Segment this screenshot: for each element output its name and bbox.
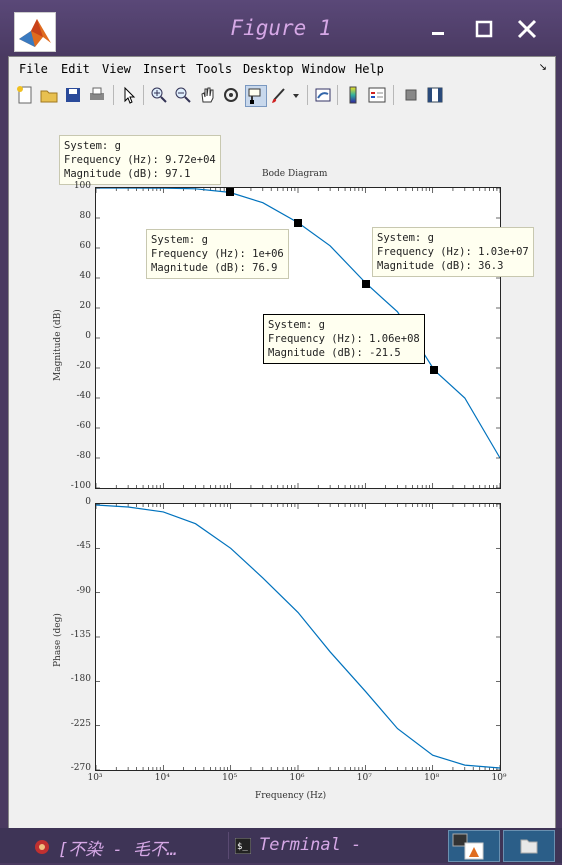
window-titlebar[interactable]: Figure 1 — [0, 0, 562, 56]
menu-view[interactable]: View — [102, 62, 131, 76]
magnitude-ytick-label: 100 — [73, 181, 91, 191]
taskbar-item-browser[interactable]: [不染 - 毛不… — [30, 832, 225, 860]
magnitude-curve — [96, 188, 500, 459]
svg-text:$_: $_ — [237, 842, 248, 852]
frequency-xlabel: Frequency (Hz) — [255, 791, 327, 801]
magnitude-ytick-label: -60 — [76, 421, 92, 431]
workspace-switcher[interactable] — [448, 830, 500, 862]
new-figure-icon[interactable] — [15, 85, 35, 105]
save-icon[interactable] — [63, 85, 83, 105]
taskbar-item-terminal-label: Terminal - — [259, 835, 362, 855]
show-plot-tools-icon[interactable] — [425, 85, 445, 105]
menu-bar: File Edit View Insert Tools Desktop Wind… — [9, 57, 555, 81]
magnitude-ytick-label: -80 — [76, 451, 92, 461]
frequency-xtick-label: 10⁵ — [222, 773, 238, 783]
phase-axes[interactable] — [95, 503, 501, 771]
datatip-marker-2[interactable] — [294, 218, 302, 227]
menu-edit[interactable]: Edit — [61, 62, 90, 76]
legend-icon[interactable] — [367, 85, 387, 105]
magnitude-ytick-label: 20 — [79, 301, 91, 311]
frequency-xtick-label: 10³ — [87, 773, 103, 783]
open-file-icon[interactable] — [39, 85, 59, 105]
datatip-3[interactable]: System: g Frequency (Hz): 1.03e+07 Magni… — [372, 227, 534, 277]
frequency-xtick-label: 10⁸ — [424, 773, 440, 783]
phase-ylabel: Phase (deg) — [53, 613, 63, 667]
frequency-xtick-label: 10⁹ — [491, 773, 507, 783]
datatip-2[interactable]: System: g Frequency (Hz): 1e+06 Magnitud… — [146, 229, 289, 279]
datatip-1[interactable]: System: g Frequency (Hz): 9.72e+04 Magni… — [59, 135, 221, 185]
maximize-button[interactable] — [469, 14, 499, 44]
magnitude-ytick-label: -20 — [76, 361, 92, 371]
link-plot-icon[interactable] — [313, 85, 333, 105]
phase-plot-svg — [96, 504, 500, 770]
magnitude-ytick-label: 0 — [85, 331, 91, 341]
datatip-marker-3[interactable] — [362, 279, 371, 288]
menu-help[interactable]: Help — [355, 62, 384, 76]
taskbar-item-terminal[interactable]: $_ Terminal - — [228, 832, 427, 859]
phase-ytick-label: 0 — [85, 497, 91, 507]
close-button[interactable] — [512, 14, 542, 44]
window-title: Figure 1 — [230, 16, 332, 40]
figure-toolbar — [9, 81, 555, 110]
menu-desktop[interactable]: Desktop — [243, 62, 294, 76]
file-manager-icon[interactable] — [503, 830, 555, 862]
rotate-icon[interactable] — [221, 85, 241, 105]
menu-window[interactable]: Window — [302, 62, 346, 76]
hide-plot-tools-icon[interactable] — [401, 85, 421, 105]
data-cursor-icon[interactable] — [245, 85, 267, 107]
pointer-icon[interactable] — [119, 85, 139, 105]
menu-insert[interactable]: Insert — [143, 62, 187, 76]
brush-icon[interactable] — [269, 85, 289, 105]
menu-dock-arrow-icon[interactable]: ↘ — [538, 62, 547, 73]
magnitude-ytick-label: 40 — [79, 271, 91, 281]
magnitude-ytick-label: -100 — [70, 481, 91, 491]
taskbar: [不染 - 毛不… $_ Terminal - — [0, 828, 562, 863]
menu-tools[interactable]: Tools — [196, 62, 233, 76]
zoom-out-icon[interactable] — [173, 85, 193, 105]
colorbar-icon[interactable] — [343, 85, 363, 105]
magnitude-ytick-label: 80 — [79, 211, 91, 221]
datatip-marker-1[interactable] — [225, 188, 234, 197]
brush-dropdown-icon[interactable] — [291, 85, 301, 105]
phase-ytick-label: -270 — [70, 763, 91, 773]
frequency-xtick-label: 10⁷ — [356, 773, 372, 783]
phase-ytick-label: -180 — [70, 674, 91, 685]
phase-ytick-label: -225 — [70, 718, 91, 729]
phase-curve — [96, 504, 500, 769]
print-icon[interactable] — [87, 85, 107, 105]
datatip-4[interactable]: System: g Frequency (Hz): 1.06e+08 Magni… — [263, 314, 425, 364]
phase-ytick-label: -135 — [70, 630, 91, 640]
figure-window: File Edit View Insert Tools Desktop Wind… — [8, 56, 556, 829]
frequency-xtick-label: 10⁶ — [289, 773, 305, 783]
matlab-logo-icon — [14, 12, 56, 52]
phase-ytick-label: -45 — [76, 541, 92, 552]
magnitude-ytick-label: 60 — [79, 241, 91, 251]
minimize-button[interactable] — [424, 14, 454, 44]
taskbar-item-browser-label: [不染 - 毛不… — [58, 840, 178, 860]
magnitude-ytick-label: -40 — [76, 391, 92, 401]
datatip-marker-4[interactable] — [430, 366, 439, 375]
browser-icon — [35, 840, 49, 854]
terminal-icon: $_ — [235, 838, 251, 854]
phase-ytick-label: -90 — [76, 585, 92, 596]
frequency-xtick-label: 10⁴ — [154, 773, 170, 783]
figure-canvas[interactable]: Bode Diagram Magnitude (dB) Phase (deg) … — [9, 109, 555, 828]
pan-icon[interactable] — [197, 85, 217, 105]
menu-file[interactable]: File — [19, 62, 48, 76]
plot-title: Bode Diagram — [262, 169, 328, 179]
zoom-in-icon[interactable] — [149, 85, 169, 105]
